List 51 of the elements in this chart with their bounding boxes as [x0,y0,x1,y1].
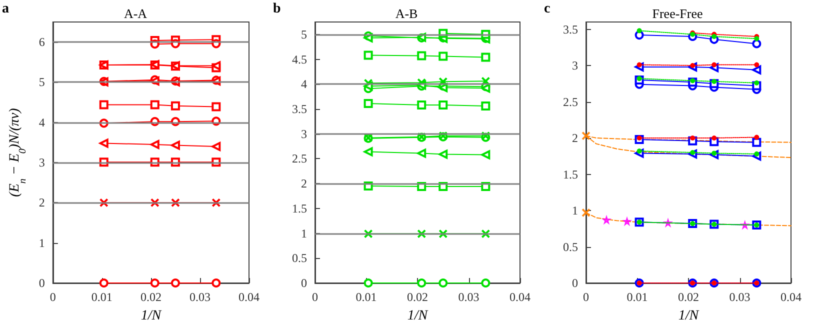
x-tick-label: 0.04 [238,290,260,304]
x-tick-label: 0.04 [780,290,802,304]
x-axis-title: 1/N [407,308,428,324]
y-tick-label: 0.5 [292,251,307,266]
y-tick-label: 0 [301,276,307,290]
x-tick-label: 0.02 [407,290,428,304]
y-axis-title: (En − E0)N/(πv) [8,108,28,197]
x-tick-label: 0.03 [458,290,480,304]
chart-title: A-A [124,6,148,21]
x-tick-label: 0.03 [729,290,750,304]
y-tick-label: 1 [38,236,45,250]
x-tick-label: 0.03 [189,290,210,304]
x-tick-label: 0.02 [678,290,699,304]
y-tick-label: 1 [572,204,578,218]
chart-title: A-B [395,6,418,21]
y-tick-label: 3 [38,156,45,170]
text: a [2,2,9,16]
x-tick-label: 0 [312,290,318,304]
y-tick-label: 0 [572,276,578,290]
x-tick-label: 0.01 [91,290,112,304]
x-tick-label: 0 [583,290,589,304]
y-tick-label: 4 [38,115,45,130]
y-tick-label: 5 [301,27,307,42]
y-tick-label: 0.5 [563,240,578,254]
y-tick-label: 2 [572,131,578,145]
text: b [273,2,281,16]
y-tick-label: 1.5 [563,167,578,182]
x-tick-label: 0.04 [510,290,530,304]
y-tick-label: 6 [38,35,45,50]
x-tick-label: 0.02 [140,290,162,304]
text: c [544,2,550,16]
x-axis-title: 1/N [140,308,162,324]
y-tick-label: 2 [38,196,45,210]
y-tick-label: 4 [301,77,307,92]
y-tick-label: 1 [301,226,307,240]
y-tick-label: 2.5 [292,152,307,166]
x-tick-label: 0 [50,290,56,304]
y-tick-label: 3.5 [292,102,307,116]
x-tick-label: 0.01 [626,290,648,304]
y-tick-label: 2 [301,176,307,191]
x-axis-title: 1/N [678,308,700,324]
chart-title: Free-Free [652,6,703,21]
y-tick-label: 1.5 [292,201,307,216]
x-tick-label: 0.01 [356,290,377,304]
y-tick-label: 4.5 [292,52,307,66]
y-tick-label: 5 [38,75,45,90]
y-tick-label: 0 [38,276,45,290]
y-tick-label: 2.5 [563,94,578,109]
y-tick-label: 3 [572,58,578,72]
y-tick-label: 3 [301,126,307,141]
y-tick-label: 3.5 [563,22,578,36]
